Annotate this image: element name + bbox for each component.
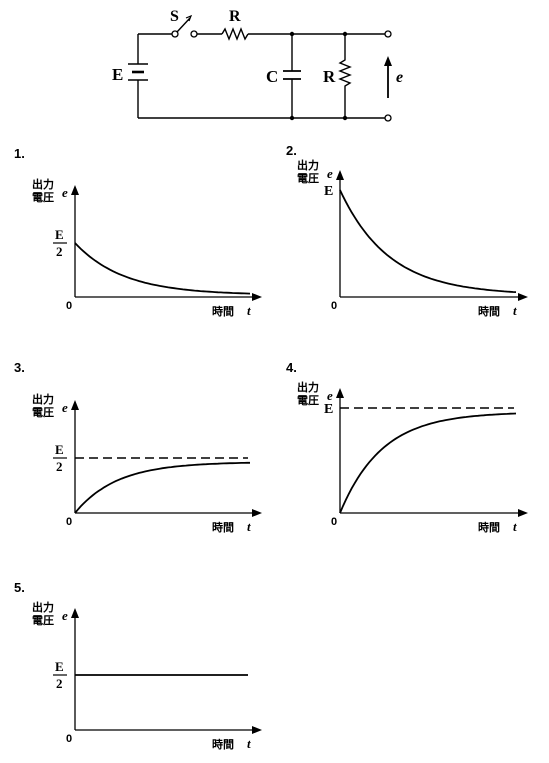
level-denominator: 2 xyxy=(56,244,63,259)
y-label-var: e xyxy=(62,185,68,200)
graph-number: 5. xyxy=(14,580,25,595)
x-label: 時間 xyxy=(212,737,234,751)
level-denominator: 2 xyxy=(56,676,63,691)
x-axis-arrow-icon xyxy=(252,509,262,517)
level-label: E xyxy=(324,184,333,199)
level-numerator: E xyxy=(55,227,64,242)
y-label-line2: 電圧 xyxy=(32,614,54,627)
x-axis-arrow-icon xyxy=(518,509,528,517)
output-voltage-curve xyxy=(339,189,517,293)
level-numerator: E xyxy=(55,659,64,674)
x-label-var: t xyxy=(247,303,251,318)
output-voltage-curve xyxy=(74,242,251,295)
y-label-line2: 電圧 xyxy=(32,406,54,419)
graph-number: 2. xyxy=(286,143,297,158)
level-label: E xyxy=(324,402,333,417)
series-resistor-zigzag xyxy=(221,27,249,41)
origin-label: 0 xyxy=(66,733,72,745)
level-denominator: 2 xyxy=(56,459,63,474)
x-label-var: t xyxy=(513,303,517,318)
y-label-line2: 電圧 xyxy=(297,394,319,407)
shunt-resistor-label: R xyxy=(323,67,336,86)
x-axis-arrow-icon xyxy=(518,293,528,301)
x-label-var: t xyxy=(247,736,251,751)
y-axis-arrow-icon xyxy=(71,185,79,195)
y-axis-arrow-icon xyxy=(336,170,344,180)
output-terminal-top xyxy=(384,30,392,38)
y-label-var: e xyxy=(62,608,68,623)
x-label: 時間 xyxy=(212,304,234,318)
switch-label: S xyxy=(170,8,179,25)
battery-label: E xyxy=(112,65,123,84)
y-label-line2: 電圧 xyxy=(32,191,54,204)
x-label-var: t xyxy=(513,519,517,534)
origin-label: 0 xyxy=(66,300,72,312)
output-label: e xyxy=(396,69,403,86)
output-arrow-icon xyxy=(384,56,392,66)
y-axis-arrow-icon xyxy=(71,608,79,618)
graph-number: 4. xyxy=(286,360,297,375)
y-label-line1: 出力 xyxy=(32,600,54,614)
origin-label: 0 xyxy=(66,516,72,528)
origin-label: 0 xyxy=(331,516,337,528)
origin-label: 0 xyxy=(331,300,337,312)
switch-contact-right xyxy=(190,30,198,38)
x-axis-arrow-icon xyxy=(252,293,262,301)
capacitor-label: C xyxy=(266,67,278,86)
y-label-var: e xyxy=(327,388,333,403)
x-label: 時間 xyxy=(478,520,500,534)
x-label: 時間 xyxy=(478,304,500,318)
graph-number: 3. xyxy=(14,360,25,375)
y-label-line1: 出力 xyxy=(297,158,319,172)
switch-blade xyxy=(176,17,191,33)
output-voltage-curve xyxy=(339,412,517,514)
switch-contact-left xyxy=(171,30,179,38)
series-resistor-label: R xyxy=(229,8,241,25)
x-axis-arrow-icon xyxy=(252,726,262,734)
output-terminal-bottom xyxy=(384,114,392,122)
output-voltage-curve xyxy=(74,461,250,514)
y-label-line1: 出力 xyxy=(32,392,54,406)
y-label-line1: 出力 xyxy=(297,380,319,394)
x-label: 時間 xyxy=(212,520,234,534)
y-label-var: e xyxy=(327,166,333,181)
circuit-diagram: E S R C R e xyxy=(112,8,403,122)
x-label-var: t xyxy=(247,519,251,534)
y-label-line1: 出力 xyxy=(32,177,54,191)
y-label-var: e xyxy=(62,400,68,415)
level-numerator: E xyxy=(55,442,64,457)
y-axis-arrow-icon xyxy=(336,388,344,398)
shunt-resistor-zigzag xyxy=(338,34,352,118)
y-label-line2: 電圧 xyxy=(297,172,319,185)
y-axis-arrow-icon xyxy=(71,400,79,410)
graph-number: 1. xyxy=(14,146,25,161)
switch-arrow-icon xyxy=(185,14,193,22)
